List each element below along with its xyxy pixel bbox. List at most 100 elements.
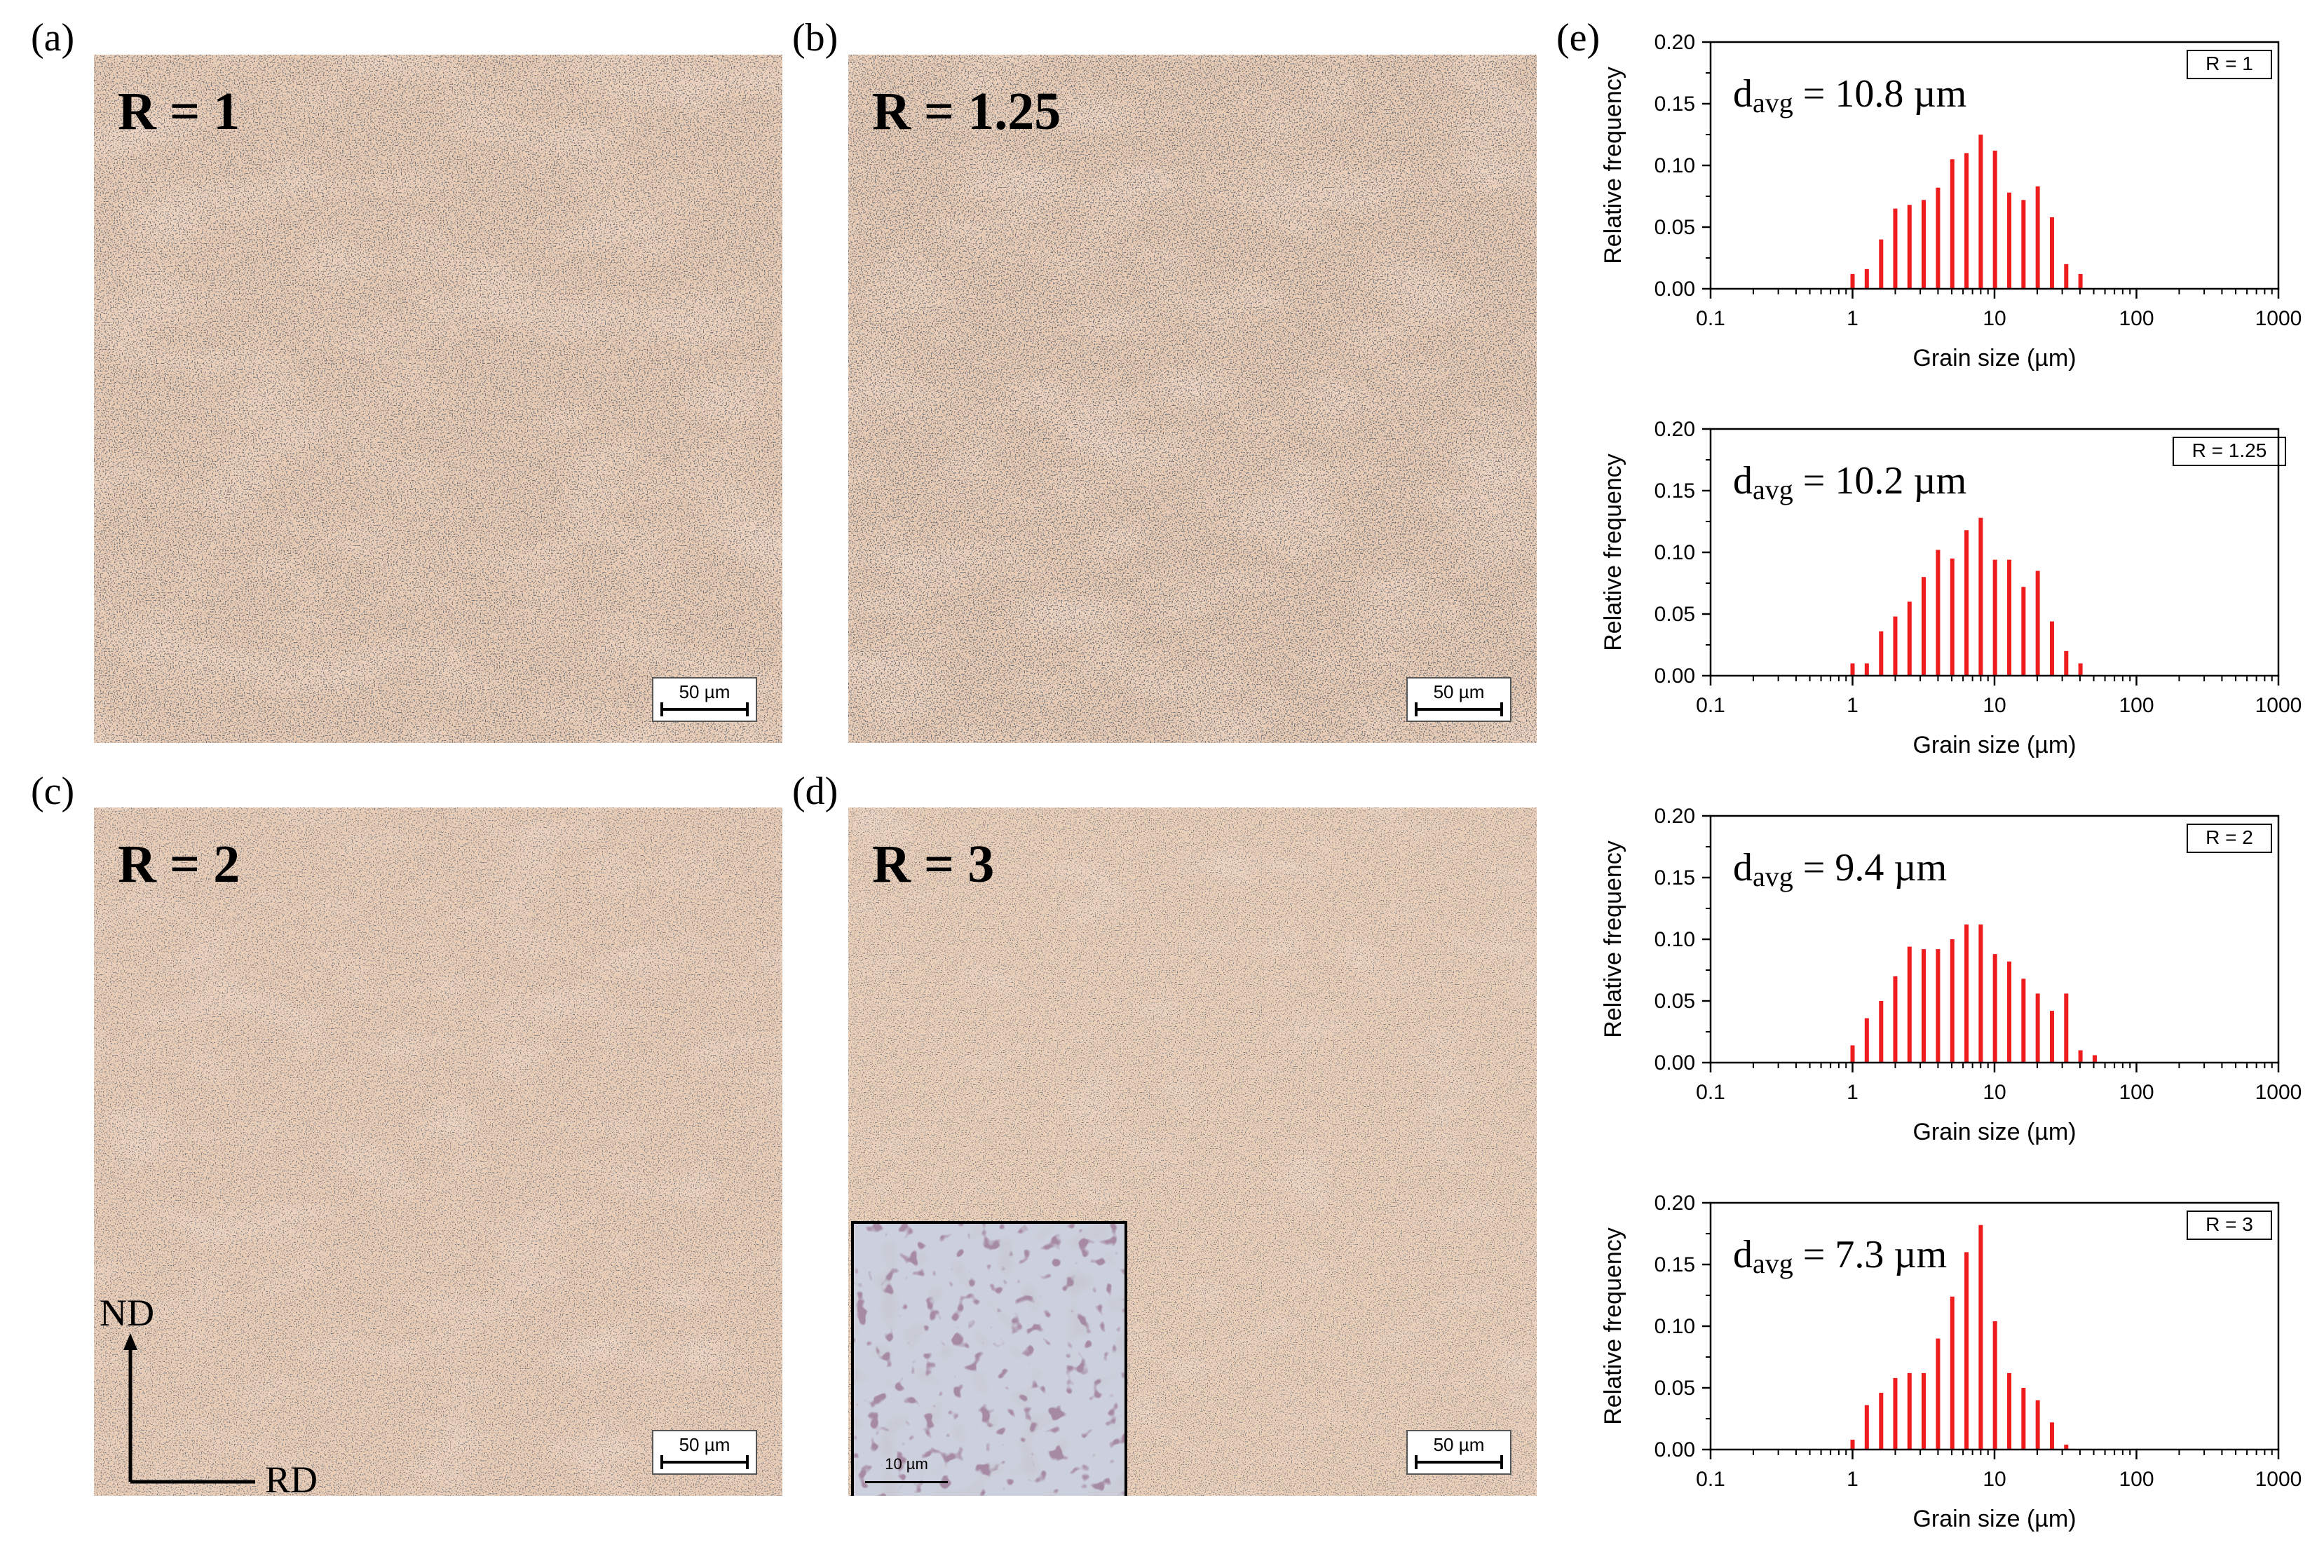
histogram-bar [1950, 159, 1955, 289]
panel-letter-b: (b) [792, 16, 838, 60]
histogram-bar [2064, 650, 2069, 676]
histogram-bar [1978, 924, 1983, 1063]
inset-micrograph: 10 µm [851, 1221, 1127, 1496]
histogram-bar [2007, 961, 2012, 1063]
histogram-bar [1936, 550, 1941, 676]
histogram-bar [1893, 1377, 1898, 1450]
x-tick-label: 10 [1983, 694, 2006, 717]
histogram-svg: 0.00 0.05 0.10 0.15 0.20 0.1 1 10 100 1000 Grain s… [1600, 805, 2302, 1145]
micrograph-texture [94, 807, 782, 1496]
x-tick-label: 100 [2119, 307, 2154, 330]
annotation-subscript: avg [1753, 1248, 1793, 1279]
histogram-bar [1879, 631, 1884, 676]
x-tick-label: 100 [2119, 1081, 2154, 1104]
annotation-symbol: d [1733, 459, 1753, 503]
x-tick-label: 1000 [2255, 1468, 2302, 1491]
x-tick-label: 0.1 [1696, 1468, 1725, 1491]
histogram-bar [1879, 1393, 1884, 1450]
panel-letter-d: (d) [792, 770, 838, 813]
micrograph-a: R = 1 50 µm [94, 55, 782, 743]
histogram-bar [2021, 1388, 2026, 1450]
average-annotation: davg = 10.2 µm [1733, 459, 1966, 505]
scale-bar-line [660, 1455, 749, 1469]
y-tick-label: 0.10 [1654, 541, 1695, 564]
micrograph-d: R = 3 50 µm 10 µm [848, 807, 1537, 1496]
condition-label-c: R = 2 [118, 835, 240, 894]
histogram-bar [1921, 577, 1926, 676]
histogram-bar [1978, 135, 1983, 289]
histogram-bar [1850, 1045, 1855, 1063]
x-tick-label: 10 [1983, 307, 2006, 330]
annotation-symbol: d [1733, 72, 1753, 116]
histogram-r1: 0.00 0.05 0.10 0.15 0.20 0.1 1 10 100 1000 Grain s… [1556, 14, 2324, 400]
x-tick-label: 1000 [2255, 307, 2302, 330]
condition-label-a: R = 1 [118, 82, 240, 141]
histogram-bar [1850, 273, 1855, 289]
annotation-symbol: d [1733, 846, 1753, 889]
legend-box [2187, 1211, 2272, 1240]
panel-letter-c: (c) [31, 770, 75, 813]
histogram-r2: 0.00 0.05 0.10 0.15 0.20 0.1 1 10 100 1000 Grain s… [1556, 788, 2324, 1173]
histogram-r125: 0.00 0.05 0.10 0.15 0.20 0.1 1 10 100 1000 Grain s… [1556, 401, 2324, 786]
histogram-bar [1992, 150, 1997, 289]
scale-bar-line [1415, 1455, 1503, 1469]
histogram-bar [1907, 946, 1912, 1063]
annotation-symbol: d [1733, 1233, 1753, 1276]
y-tick-label: 0.20 [1654, 418, 1695, 441]
histogram-bar [1978, 517, 1983, 676]
x-tick-label: 1 [1847, 1081, 1858, 1104]
histogram-svg: 0.00 0.05 0.10 0.15 0.20 0.1 1 10 100 1000 Grain s… [1600, 418, 2302, 758]
y-tick-label: 0.05 [1654, 1377, 1695, 1400]
y-tick-label: 0.15 [1654, 93, 1695, 116]
legend-label: R = 1 [2206, 53, 2253, 74]
micrograph-c: R = 2 50 µm ND RD [94, 807, 782, 1496]
annotation-value: = 10.2 µm [1793, 459, 1966, 503]
micrograph-texture [848, 807, 1537, 1496]
histogram-bar [2064, 993, 2069, 1063]
scale-bar-text: 50 µm [1433, 681, 1485, 702]
histogram-bar [2064, 1444, 2069, 1450]
histogram-bar [2035, 993, 2040, 1063]
y-tick-label: 0.10 [1654, 928, 1695, 951]
micrograph-texture [848, 55, 1537, 743]
x-tick-label: 1 [1847, 307, 1858, 330]
histogram-bar [2078, 1050, 2083, 1063]
scale-bar-text: 50 µm [1433, 1434, 1485, 1455]
y-tick-label: 0.00 [1654, 278, 1695, 301]
x-tick-label: 100 [2119, 694, 2154, 717]
histogram-bar [2078, 663, 2083, 676]
annotation-value: = 10.8 µm [1793, 72, 1966, 116]
y-tick-label: 0.05 [1654, 603, 1695, 626]
histogram-bar [1964, 530, 1969, 676]
legend-label: R = 3 [2206, 1213, 2253, 1235]
scale-bar-d: 50 µm [1406, 1430, 1511, 1475]
y-tick-label: 0.10 [1654, 1315, 1695, 1338]
legend-box [2187, 824, 2272, 853]
scale-bar-line [1415, 702, 1503, 716]
histogram-bar [2049, 217, 2054, 289]
histogram-bar [2007, 559, 2012, 676]
histogram-bar [2064, 264, 2069, 289]
histogram-r3: 0.00 0.05 0.10 0.15 0.20 0.1 1 10 100 1000 Grain s… [1556, 1175, 2324, 1560]
scale-bar-c: 50 µm [652, 1430, 757, 1475]
histogram-bar [2035, 186, 2040, 289]
histogram-bar [2007, 1372, 2012, 1450]
micrograph-b: R = 1.25 50 µm [848, 55, 1537, 743]
histogram-bar [1893, 616, 1898, 676]
histogram-bar [2035, 571, 2040, 676]
x-tick-label: 1000 [2255, 1081, 2302, 1104]
y-tick-label: 0.05 [1654, 990, 1695, 1013]
annotation-value: = 7.3 µm [1793, 1233, 1947, 1276]
histogram-bar [1850, 663, 1855, 676]
histogram-bar [1992, 1321, 1997, 1450]
histogram-bar [1879, 1001, 1884, 1063]
scale-bar-b: 50 µm [1406, 677, 1511, 722]
condition-label-d: R = 3 [872, 835, 995, 894]
histogram-bar [2078, 273, 2083, 289]
y-axis-label: Relative frequency [1600, 840, 1626, 1038]
x-axis-label: Grain size (µm) [1912, 345, 2076, 371]
x-tick-label: 100 [2119, 1468, 2154, 1491]
y-axis-label: Relative frequency [1600, 1227, 1626, 1425]
x-axis-label: Grain size (µm) [1912, 1119, 2076, 1145]
y-axis-label: Relative frequency [1600, 454, 1626, 651]
